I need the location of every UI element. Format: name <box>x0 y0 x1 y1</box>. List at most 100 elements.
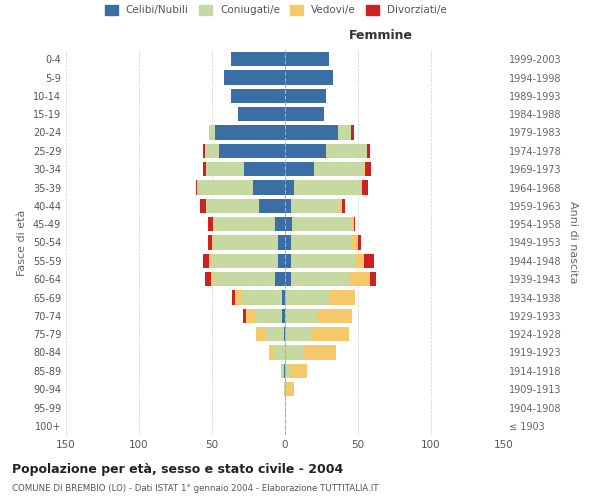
Bar <box>203 254 209 268</box>
Y-axis label: Fasce di età: Fasce di età <box>17 210 27 276</box>
Bar <box>231 88 285 103</box>
Bar <box>208 236 212 250</box>
Bar <box>200 198 206 213</box>
Bar <box>317 308 352 323</box>
Bar <box>285 217 292 232</box>
Bar <box>304 346 336 360</box>
Text: COMUNE DI BREMBIO (LO) - Dati ISTAT 1° gennaio 2004 - Elaborazione TUTTITALIA.IT: COMUNE DI BREMBIO (LO) - Dati ISTAT 1° g… <box>12 484 379 493</box>
Text: Popolazione per età, sesso e stato civile - 2004: Popolazione per età, sesso e stato civil… <box>12 462 343 475</box>
Bar <box>353 217 355 232</box>
Bar <box>285 254 291 268</box>
Bar <box>329 290 355 304</box>
Bar <box>285 198 291 213</box>
Bar <box>338 126 350 140</box>
Bar <box>358 236 361 250</box>
Bar <box>361 180 362 194</box>
Bar <box>292 217 351 232</box>
Bar <box>203 144 205 158</box>
Bar <box>285 364 289 378</box>
Bar <box>342 198 345 213</box>
Bar <box>285 88 326 103</box>
Bar <box>350 126 353 140</box>
Bar <box>350 217 353 232</box>
Y-axis label: Anni di nascita: Anni di nascita <box>568 201 578 284</box>
Bar <box>209 126 215 140</box>
Bar <box>289 364 307 378</box>
Bar <box>340 198 342 213</box>
Bar <box>241 290 282 304</box>
Bar <box>285 70 333 85</box>
Bar <box>285 290 329 304</box>
Bar <box>285 346 304 360</box>
Bar <box>209 254 211 268</box>
Bar <box>285 400 286 414</box>
Bar <box>205 272 211 286</box>
Bar <box>291 198 340 213</box>
Bar <box>256 308 282 323</box>
Bar <box>291 236 352 250</box>
Bar <box>311 327 349 342</box>
Bar <box>285 52 329 66</box>
Bar <box>282 308 285 323</box>
Bar <box>349 272 370 286</box>
Bar <box>278 254 285 268</box>
Bar <box>208 217 214 232</box>
Bar <box>235 290 241 304</box>
Bar <box>197 180 253 194</box>
Bar <box>244 162 285 176</box>
Bar <box>286 382 294 396</box>
Bar <box>278 236 285 250</box>
Bar <box>285 327 311 342</box>
Bar <box>220 144 285 158</box>
Bar <box>285 144 326 158</box>
Bar <box>211 254 278 268</box>
Bar <box>281 364 284 378</box>
Bar <box>224 70 285 85</box>
Bar <box>275 272 285 286</box>
Bar <box>284 327 285 342</box>
Bar <box>205 144 220 158</box>
Bar <box>370 272 376 286</box>
Bar <box>284 364 285 378</box>
Legend: Celibi/Nubili, Coniugati/e, Vedovi/e, Divorziati/e: Celibi/Nubili, Coniugati/e, Vedovi/e, Di… <box>105 5 447 15</box>
Bar <box>364 162 365 176</box>
Bar <box>214 272 275 286</box>
Bar <box>214 236 278 250</box>
Bar <box>232 290 235 304</box>
Bar <box>196 180 197 194</box>
Bar <box>285 162 314 176</box>
Bar <box>274 346 285 360</box>
Bar <box>365 162 371 176</box>
Bar <box>215 126 285 140</box>
Bar <box>284 382 285 396</box>
Bar <box>352 236 358 250</box>
Bar <box>203 162 206 176</box>
Bar <box>214 217 275 232</box>
Bar <box>275 217 285 232</box>
Bar <box>285 126 338 140</box>
Bar <box>367 144 370 158</box>
Bar <box>314 162 364 176</box>
Bar <box>294 180 361 194</box>
Bar <box>206 162 244 176</box>
Bar <box>242 308 245 323</box>
Bar <box>265 327 284 342</box>
Bar <box>285 308 317 323</box>
Bar <box>285 236 291 250</box>
Bar <box>238 107 285 122</box>
Bar <box>212 236 214 250</box>
Bar <box>364 254 374 268</box>
Bar <box>245 308 256 323</box>
Bar <box>285 382 286 396</box>
Bar <box>362 180 368 194</box>
Bar <box>231 52 285 66</box>
Bar <box>355 254 364 268</box>
Bar <box>285 272 291 286</box>
Bar <box>291 272 349 286</box>
Bar <box>285 180 294 194</box>
Bar <box>326 144 367 158</box>
Text: Femmine: Femmine <box>349 30 413 43</box>
Bar <box>256 327 265 342</box>
Bar <box>211 272 214 286</box>
Bar <box>206 198 259 213</box>
